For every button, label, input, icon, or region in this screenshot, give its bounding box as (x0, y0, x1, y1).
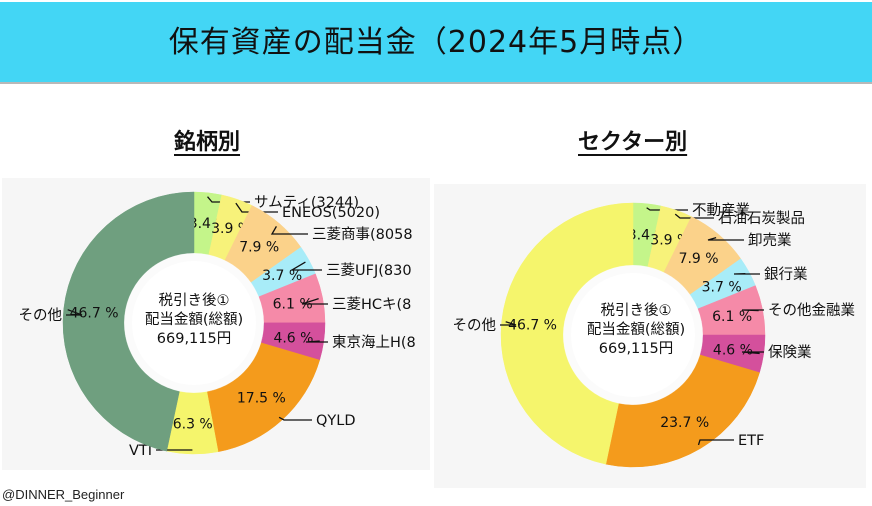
center-label-holding: 税引き後① 配当金額(総額) 669,115円 (114, 292, 274, 349)
chart-panel-by-sector: 3.4 % 不動産業 3.9 % 石油石炭製品 7.9 % 卸売業 3.7 % 銀行業 6.1 … (434, 184, 866, 488)
donut-chart-by-holding: 3.4 %サムティ(3244)3.9 %ENEOS(5020)7.9 %三菱商事… (19, 191, 416, 459)
slice-percent-label: 6.1 % (273, 297, 313, 313)
slice-category-label: サムティ(3244) (254, 195, 359, 211)
chart-panel-by-holding: 3.4 % サムティ(3244) 3.9 % ENEOS(5020) 7.9 % 三菱商事… (2, 178, 430, 470)
donut-hole (132, 261, 256, 385)
slice-category-label: 三菱HCキ(8 (332, 296, 411, 313)
center-label-line1: 税引き後① (158, 293, 230, 309)
slice-category-label: 銀行業 (764, 266, 808, 283)
slice-percent-label: 7.9 % (239, 240, 279, 256)
slice-category-label: 卸売業 (748, 232, 792, 249)
slice-category-label: ETF (738, 433, 764, 449)
center-label-line2: 配当金額(総額) (144, 312, 244, 328)
slice-percent-label: 46.7 % (70, 305, 119, 321)
center-label-total: 669,115円 (156, 331, 232, 347)
slice-category-label: 東京海上H(8 (332, 334, 416, 351)
slice-category-label: QYLD (316, 413, 356, 429)
leader-line (707, 237, 744, 241)
donut-hole (571, 273, 695, 397)
slice-category-label: その他 (453, 317, 497, 334)
slice-category-label: ENEOS(5020) (282, 205, 380, 221)
slice-percent-label: 4.6 % (713, 343, 753, 359)
leader-line (289, 261, 322, 271)
slice-category-label: 保険業 (768, 344, 812, 361)
heading-by-holding: 銘柄別 (174, 130, 241, 155)
center-label-sector: 税引き後① 配当金額(総額) 669,115円 (556, 302, 716, 359)
slice-percent-label: 17.5 % (237, 391, 286, 407)
title-banner: 保有資産の配当金（2024年5月時点） (0, 2, 872, 84)
leader-line (741, 309, 764, 312)
leader-line (697, 439, 734, 446)
slice-category-label: 不動産業 (692, 202, 750, 219)
center-label-line2: 配当金額(総額) (586, 322, 686, 338)
center-label-total: 669,115円 (598, 341, 674, 357)
leader-line (278, 416, 312, 421)
slice-category-label: その他金融業 (768, 302, 855, 319)
leader-line (674, 213, 714, 219)
slice-percent-label: 23.7 % (660, 415, 709, 431)
slice-percent-label: 3.7 % (262, 268, 302, 284)
slice-category-label: 三菱商事(8058 (312, 226, 413, 243)
credit-handle: @DINNER_Beginner (2, 487, 125, 502)
leader-line (305, 340, 328, 343)
slice-category-label: 三菱UFJ(830 (326, 262, 412, 279)
page-title: 保有資産の配当金（2024年5月時点） (168, 25, 704, 60)
donut-slice (605, 354, 760, 468)
slice-percent-label: 7.9 % (679, 251, 719, 267)
heading-by-sector: セクター別 (578, 130, 688, 155)
slice-percent-label: 46.7 % (508, 318, 557, 334)
slice-category-label: その他 (19, 307, 63, 324)
leader-line (741, 351, 764, 355)
leader-line (235, 202, 278, 213)
slice-category-label: 石油石炭製品 (718, 210, 805, 227)
leader-line (270, 226, 308, 235)
slice-percent-label: 4.6 % (273, 330, 313, 346)
center-label-line1: 税引き後① (600, 303, 672, 319)
slice-category-label: VTI (129, 443, 152, 459)
leader-line (66, 309, 83, 316)
slice-percent-label: 6.1 % (712, 309, 752, 325)
slice-percent-label: 6.3 % (173, 416, 213, 432)
leader-line (500, 321, 517, 326)
slice-percent-label: 3.7 % (702, 280, 742, 296)
leader-line (301, 298, 328, 305)
